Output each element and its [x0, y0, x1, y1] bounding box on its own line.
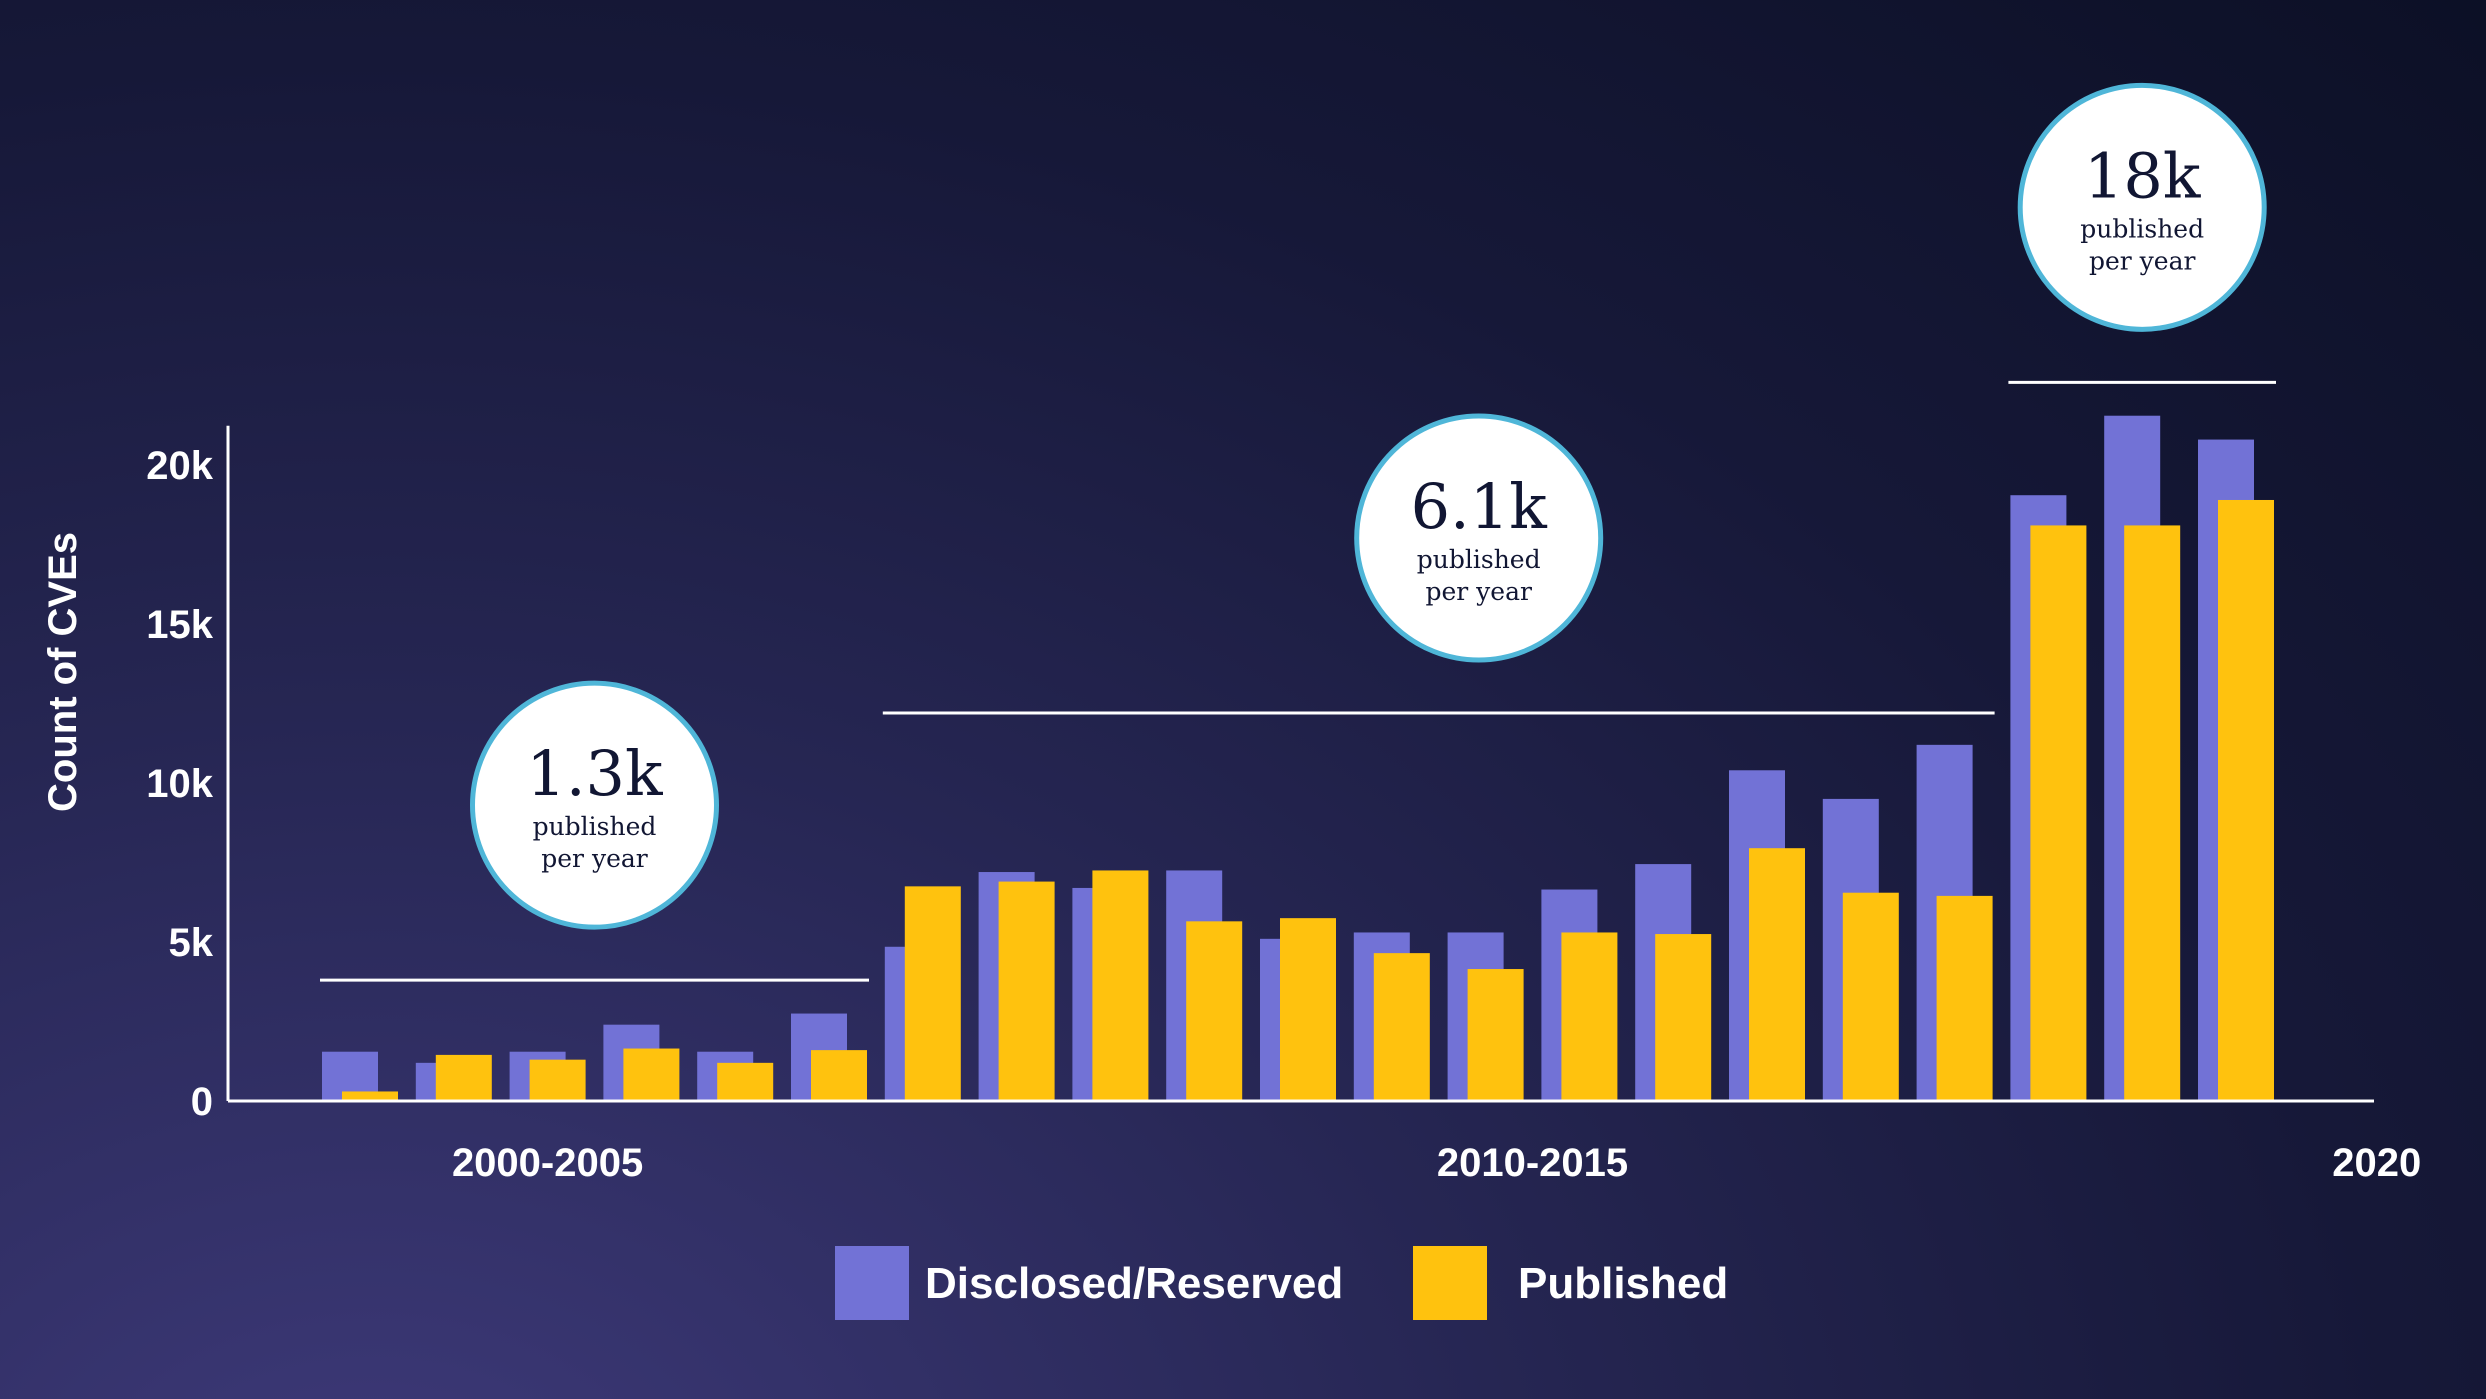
y-tick-label: 15k [146, 603, 213, 647]
bar-published-2014 [1655, 934, 1712, 1101]
legend-label-1: Published [1518, 1259, 1728, 1308]
bar-published-2004 [717, 1062, 774, 1101]
y-tick-label: 0 [191, 1080, 213, 1124]
bar-published-2010 [1280, 918, 1336, 1101]
legend-swatch-0 [835, 1246, 909, 1320]
legend-label-0: Disclosed/Reserved [925, 1259, 1343, 1308]
bar-published-2007 [998, 881, 1055, 1101]
bar-published-2017 [1936, 895, 1993, 1101]
bar-published-2013 [1561, 932, 1618, 1101]
bar-published-2001 [435, 1054, 492, 1101]
y-tick-labels: 0 5k 10k 15k 20k [146, 444, 213, 1124]
bar-published-2020 [2218, 499, 2274, 1102]
bar-published-2003 [623, 1048, 680, 1101]
bar-published-2008 [1092, 870, 1149, 1101]
bars-layer [322, 415, 2274, 1102]
legend-swatch-1 [1413, 1246, 1487, 1320]
bar-published-2016 [1842, 892, 1899, 1101]
bar-published-2018 [2030, 525, 2087, 1101]
callout-circle [1354, 413, 1604, 663]
axes-layer [226, 425, 2374, 1103]
x-tick-label: 2010-2015 [1437, 1141, 1628, 1185]
bar-published-2019 [2124, 525, 2181, 1101]
bar-published-2002 [529, 1059, 586, 1101]
callout-line2: per year [1425, 577, 1532, 606]
y-tick-label: 20k [146, 444, 213, 488]
callout-line1: published [533, 812, 657, 841]
callout-value: 18k [2084, 139, 2201, 212]
callout-line2: per year [2089, 246, 2196, 275]
callout-line2: per year [541, 844, 648, 873]
callout-line1: published [2080, 214, 2204, 243]
x-tick-label: 2000-2005 [452, 1141, 643, 1185]
callout-line1: published [1417, 545, 1541, 574]
callout-value: 1.3k [526, 737, 663, 810]
bar-published-2012 [1467, 969, 1524, 1101]
bar-published-2000 [342, 1091, 398, 1101]
bar-published-2009 [1186, 921, 1243, 1101]
bar-published-2005 [811, 1050, 867, 1101]
callout-circle [470, 680, 719, 930]
y-tick-label: 5k [169, 921, 214, 965]
bar-published-2015 [1749, 848, 1805, 1101]
callout-circle [2017, 82, 2267, 332]
callout-value: 6.1k [1411, 470, 1548, 543]
y-tick-label: 10k [146, 762, 213, 806]
x-tick-labels: 2000-2005 2010-2015 2020 [452, 1141, 2421, 1185]
bar-published-2006 [904, 886, 961, 1101]
y-axis-label: Count of CVEs [41, 532, 85, 812]
bar-published-2011 [1373, 953, 1430, 1101]
legend: Disclosed/Reserved Published [835, 1246, 1728, 1320]
x-tick-label: 2020 [2332, 1141, 2421, 1185]
